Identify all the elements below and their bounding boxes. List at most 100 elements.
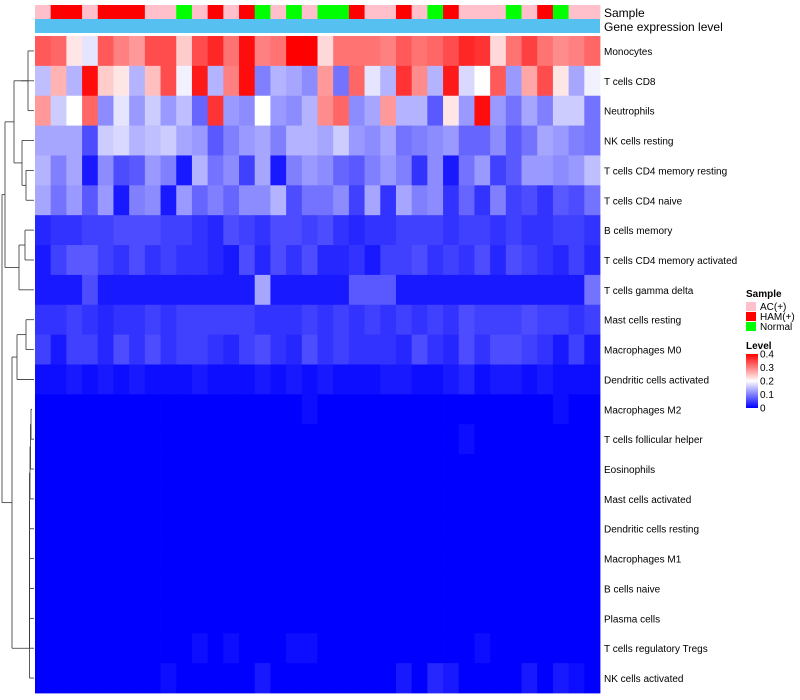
heatmap-cell — [144, 663, 161, 694]
heatmap-cell — [348, 334, 365, 365]
heatmap-cell — [35, 454, 52, 485]
heatmap-cell — [505, 65, 522, 97]
heatmap-cell — [301, 663, 318, 694]
heatmap-cell — [50, 185, 67, 216]
heatmap-cell — [254, 65, 271, 97]
heatmap-cell — [286, 513, 303, 545]
heatmap-cell — [82, 245, 99, 276]
sample-annotation-cell — [66, 5, 83, 19]
sample-annotation-cell — [364, 5, 381, 19]
heatmap-cell — [223, 155, 240, 186]
heatmap-cell — [537, 633, 554, 664]
heatmap-cell — [191, 424, 209, 455]
heatmap-cell — [568, 543, 585, 574]
heatmap-cell — [50, 573, 67, 604]
heatmap-cell — [584, 394, 601, 425]
heatmap-cell — [364, 483, 381, 515]
heatmap-cell — [286, 424, 303, 455]
heatmap-cell — [458, 424, 475, 455]
heatmap-cell — [82, 573, 99, 604]
heatmap-cell — [521, 125, 538, 156]
heatmap-cell — [505, 454, 522, 485]
heatmap-cell — [286, 125, 303, 156]
heatmap-cell — [35, 424, 52, 455]
heatmap-cell — [552, 364, 570, 395]
heatmap-cell — [552, 245, 570, 276]
heatmap-cell — [411, 65, 428, 97]
heatmap-cell — [395, 483, 413, 515]
heatmap-cell — [348, 633, 365, 664]
heatmap-cell — [380, 543, 397, 574]
heatmap-cell — [207, 543, 224, 574]
heatmap-cell — [301, 603, 318, 634]
heatmap-cell — [191, 185, 209, 216]
heatmap-cell — [35, 364, 52, 395]
heatmap-cell — [364, 185, 381, 216]
heatmap-cell — [427, 513, 444, 545]
heatmap-cell — [223, 483, 240, 515]
heatmap-cell — [411, 364, 428, 395]
heatmap-cell — [364, 364, 381, 395]
heatmap-cell — [521, 36, 538, 67]
heatmap-cell — [35, 155, 52, 186]
heatmap-cell — [97, 543, 114, 574]
heatmap-cell — [443, 543, 460, 574]
heatmap-cell — [270, 155, 287, 186]
heatmap-cell — [207, 603, 224, 634]
heatmap-cell — [82, 155, 99, 186]
heatmap-cell — [129, 394, 146, 425]
heatmap-cell — [286, 215, 303, 246]
heatmap-cell — [395, 603, 413, 634]
heatmap-cell — [301, 95, 318, 126]
heatmap-cell — [505, 633, 522, 664]
heatmap-cell — [66, 125, 83, 156]
level-tick-label: 0 — [760, 404, 766, 415]
heatmap-cell — [66, 543, 83, 574]
heatmap-cell — [521, 454, 538, 485]
heatmap-cell — [270, 543, 287, 574]
sample-annotation-cell — [458, 5, 475, 19]
heatmap-cell — [380, 304, 397, 336]
heatmap-cell — [129, 573, 146, 604]
heatmap-cell — [129, 125, 146, 156]
sample-annotation-cell — [317, 5, 334, 19]
heatmap-cell — [427, 95, 444, 126]
heatmap-cell — [82, 36, 99, 67]
heatmap-cell — [395, 215, 413, 246]
heatmap-cell — [113, 334, 130, 365]
heatmap-cell — [254, 663, 271, 694]
heatmap-cell — [113, 454, 130, 485]
heatmap-cell — [66, 603, 83, 634]
heatmap-cell — [474, 424, 491, 455]
heatmap-cell — [254, 155, 271, 186]
heatmap-cell — [411, 603, 428, 634]
heatmap-cell — [395, 513, 413, 545]
heatmap-cell — [191, 36, 209, 67]
heatmap-cell — [380, 364, 397, 395]
sample-annotation-cell — [113, 5, 130, 19]
heatmap-cell — [552, 573, 570, 604]
heatmap-cell — [584, 65, 601, 97]
heatmap-cell — [82, 663, 99, 694]
heatmap-cell — [364, 36, 381, 67]
heatmap-cell — [239, 65, 256, 97]
heatmap-cell — [50, 155, 67, 186]
sample-annotation-cell — [50, 5, 67, 19]
heatmap-cell — [317, 125, 334, 156]
heatmap-cell — [552, 274, 570, 306]
heatmap-cell — [301, 364, 318, 395]
heatmap-cell — [35, 185, 52, 216]
heatmap-cell — [395, 36, 413, 67]
heatmap-cell — [301, 483, 318, 515]
heatmap-cell — [380, 573, 397, 604]
heatmap-cell — [223, 125, 240, 156]
heatmap-cell — [286, 603, 303, 634]
heatmap-cell — [474, 155, 491, 186]
heatmap-cell — [129, 663, 146, 694]
heatmap-cell — [552, 663, 570, 694]
heatmap-cell — [395, 573, 413, 604]
heatmap-cell — [207, 334, 224, 365]
heatmap-cell — [474, 185, 491, 216]
heatmap-cell — [160, 334, 177, 365]
heatmap-cell — [584, 125, 601, 156]
